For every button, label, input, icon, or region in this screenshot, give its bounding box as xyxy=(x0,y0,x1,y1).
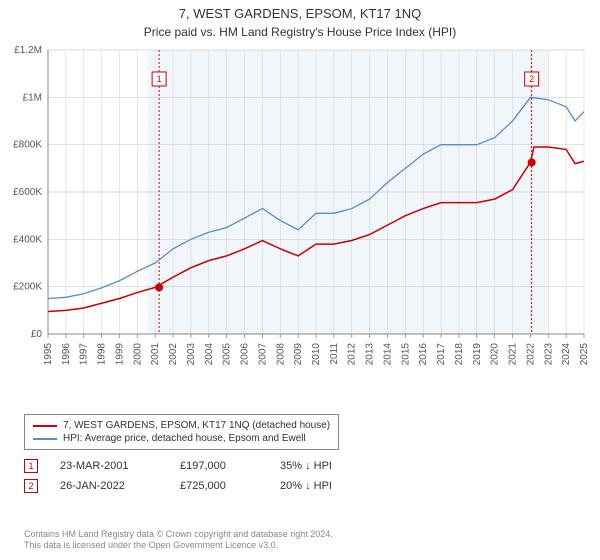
marker-pct: 20% ↓ HPI xyxy=(280,480,332,492)
chart-title: 7, WEST GARDENS, EPSOM, KT17 1NQ xyxy=(0,0,600,21)
svg-text:2018: 2018 xyxy=(454,343,465,366)
svg-text:2002: 2002 xyxy=(168,343,179,366)
svg-text:£0: £0 xyxy=(31,329,43,340)
marker-date: 23-MAR-2001 xyxy=(60,460,180,472)
svg-text:1: 1 xyxy=(157,74,162,84)
svg-text:2008: 2008 xyxy=(275,343,286,366)
svg-text:£1M: £1M xyxy=(23,92,42,103)
chart-container: 7, WEST GARDENS, EPSOM, KT17 1NQ Price p… xyxy=(0,0,600,560)
svg-text:2001: 2001 xyxy=(150,343,161,366)
marker-price: £725,000 xyxy=(180,480,280,492)
svg-text:2000: 2000 xyxy=(132,343,143,366)
footer-line: This data is licensed under the Open Gov… xyxy=(24,540,333,552)
svg-text:2003: 2003 xyxy=(186,343,197,366)
svg-text:2025: 2025 xyxy=(579,343,590,366)
legend-item: 7, WEST GARDENS, EPSOM, KT17 1NQ (detach… xyxy=(33,419,330,432)
svg-text:2021: 2021 xyxy=(508,343,519,366)
footer-line: Contains HM Land Registry data © Crown c… xyxy=(24,529,333,541)
legend-label: HPI: Average price, detached house, Epso… xyxy=(63,433,306,444)
svg-text:2010: 2010 xyxy=(311,343,322,366)
svg-text:2019: 2019 xyxy=(472,343,483,366)
svg-text:£200K: £200K xyxy=(13,282,42,293)
svg-text:2014: 2014 xyxy=(382,343,393,366)
svg-text:2006: 2006 xyxy=(240,343,251,366)
legend-swatch xyxy=(33,438,57,440)
legend-item: HPI: Average price, detached house, Epso… xyxy=(33,432,330,445)
svg-text:2015: 2015 xyxy=(400,343,411,366)
svg-text:2013: 2013 xyxy=(365,343,376,366)
svg-text:1998: 1998 xyxy=(97,343,108,366)
marker-pct: 35% ↓ HPI xyxy=(280,460,332,472)
marker-badge: 2 xyxy=(24,479,38,493)
svg-text:£600K: £600K xyxy=(13,187,42,198)
svg-text:£400K: £400K xyxy=(13,234,42,245)
svg-text:2016: 2016 xyxy=(418,343,429,366)
chart-svg: £0 £200K £400K £600K £800K £1M £1.2M 1995 1996 19… xyxy=(0,44,600,380)
chart-plot: £0 £200K £400K £600K £800K £1M £1.2M 1995 1996 19… xyxy=(0,44,600,380)
footer: Contains HM Land Registry data © Crown c… xyxy=(24,529,333,552)
marker-table: 1 23-MAR-2001 £197,000 35% ↓ HPI 2 26-JA… xyxy=(24,456,332,496)
svg-text:2011: 2011 xyxy=(329,343,340,365)
marker-row: 2 26-JAN-2022 £725,000 20% ↓ HPI xyxy=(24,476,332,496)
svg-text:2022: 2022 xyxy=(525,343,536,366)
svg-text:2017: 2017 xyxy=(436,343,447,366)
marker-price: £197,000 xyxy=(180,460,280,472)
svg-text:1995: 1995 xyxy=(43,343,54,366)
svg-text:£800K: £800K xyxy=(13,140,42,151)
svg-text:2024: 2024 xyxy=(561,343,572,366)
svg-text:2007: 2007 xyxy=(257,343,268,366)
svg-text:1996: 1996 xyxy=(61,343,72,366)
marker-badge: 1 xyxy=(24,459,38,473)
legend: 7, WEST GARDENS, EPSOM, KT17 1NQ (detach… xyxy=(24,414,339,450)
legend-swatch xyxy=(33,425,57,427)
svg-text:1999: 1999 xyxy=(114,343,125,366)
svg-text:1997: 1997 xyxy=(79,343,90,366)
svg-text:2: 2 xyxy=(529,74,534,84)
marker-date: 26-JAN-2022 xyxy=(60,480,180,492)
svg-text:2012: 2012 xyxy=(347,343,358,366)
marker-row: 1 23-MAR-2001 £197,000 35% ↓ HPI xyxy=(24,456,332,476)
svg-text:£1.2M: £1.2M xyxy=(14,45,42,56)
chart-subtitle: Price paid vs. HM Land Registry's House … xyxy=(0,21,600,39)
legend-label: 7, WEST GARDENS, EPSOM, KT17 1NQ (detach… xyxy=(63,420,330,431)
svg-text:2004: 2004 xyxy=(204,343,215,366)
svg-text:2009: 2009 xyxy=(293,343,304,366)
svg-text:2023: 2023 xyxy=(543,343,554,366)
svg-text:2005: 2005 xyxy=(222,343,233,366)
svg-text:2020: 2020 xyxy=(490,343,501,366)
